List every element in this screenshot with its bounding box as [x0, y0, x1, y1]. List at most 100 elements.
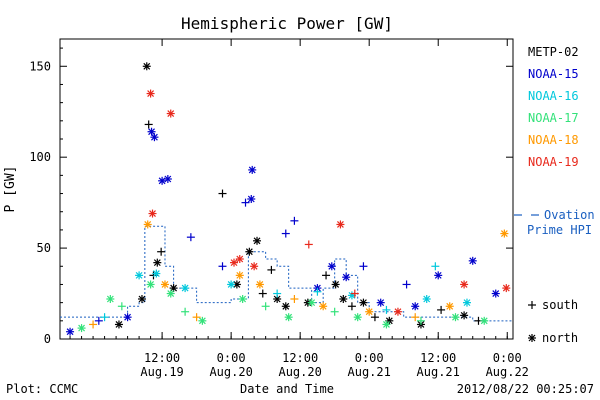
symbol-legend-label: north [542, 331, 578, 345]
data-point [290, 216, 299, 225]
data-point [166, 289, 175, 298]
data-point [166, 109, 175, 118]
legend-entry: NOAA-19 [528, 155, 579, 169]
data-point [94, 316, 103, 325]
data-point [218, 262, 227, 271]
x-tick-label-time: 0:00 [217, 351, 246, 365]
data-point [411, 302, 420, 311]
legend-entry: METP-02 [528, 45, 579, 59]
data-point [181, 284, 190, 293]
data-point [281, 302, 290, 311]
data-point [273, 289, 282, 298]
data-point [253, 236, 262, 245]
data-point [163, 175, 172, 183]
data-point [123, 313, 132, 322]
data-point [255, 280, 264, 289]
series-noaa-18 [89, 220, 509, 329]
data-point [181, 307, 190, 316]
ovation-prime-hpi-line [60, 225, 513, 322]
legend-entry: NOAA-16 [528, 89, 579, 103]
data-point [437, 305, 446, 314]
data-point [462, 298, 471, 307]
data-point [342, 273, 351, 282]
data-point [157, 247, 166, 256]
legend-entry: NOAA-18 [528, 133, 579, 147]
y-tick-label: 0 [44, 332, 51, 346]
data-point [261, 302, 270, 311]
x-tick-label-date: Aug.21 [417, 365, 460, 379]
data-point [117, 302, 126, 311]
y-axis-label: P [GW] [3, 166, 18, 213]
data-point [247, 195, 256, 203]
data-point [218, 189, 227, 198]
data-point [331, 280, 340, 289]
symbol-legend-south [528, 301, 536, 309]
x-tick-label-date: Aug.19 [140, 365, 183, 379]
data-point [460, 280, 469, 289]
data-point [382, 305, 391, 314]
x-tick-label-time: 0:00 [355, 351, 384, 365]
data-point [89, 320, 98, 329]
data-point [304, 240, 313, 249]
x-tick-label-date: Aug.22 [486, 365, 529, 379]
data-point [431, 262, 440, 271]
y-tick-label: 50 [37, 241, 51, 255]
data-point [468, 256, 477, 265]
data-point [327, 262, 336, 271]
data-point [250, 262, 259, 271]
y-tick-label: 150 [29, 59, 51, 73]
data-point [77, 324, 86, 333]
data-point [227, 280, 236, 289]
symbol-legend-label: south [542, 298, 578, 312]
data-point [365, 307, 374, 316]
data-points [66, 62, 511, 336]
data-point [153, 258, 162, 267]
data-point [146, 280, 155, 289]
data-point [258, 289, 267, 298]
x-tick-label-time: 12:00 [282, 351, 318, 365]
data-point [235, 271, 244, 280]
data-point [135, 271, 144, 280]
data-point [445, 302, 454, 311]
data-point [158, 176, 167, 185]
data-point [186, 233, 195, 242]
plot-timestamp: 2012/08/22 00:25:07 [457, 382, 594, 396]
series-noaa-16 [100, 262, 471, 322]
data-point [322, 271, 331, 280]
data-point [502, 284, 511, 293]
data-point [148, 209, 157, 218]
data-point [284, 313, 293, 322]
data-point [267, 265, 276, 274]
symbol-legend-north [528, 334, 536, 342]
data-point [393, 307, 402, 316]
data-point [198, 316, 207, 325]
data-point [150, 133, 159, 142]
axes: 05010015012:00Aug.190:00Aug.2012:00Aug.2… [29, 39, 529, 379]
data-point [307, 298, 316, 307]
data-point [330, 307, 339, 316]
data-point [353, 313, 362, 322]
data-point [402, 280, 411, 289]
data-point [248, 165, 257, 174]
ovation-legend-label-1: Ovation [544, 208, 595, 222]
x-tick-label-date: Aug.20 [209, 365, 252, 379]
data-point [339, 295, 348, 303]
data-point [66, 327, 75, 336]
data-point [146, 89, 155, 98]
chart-title: Hemispheric Power [GW] [181, 14, 393, 33]
data-point [100, 313, 109, 322]
x-tick-label-date: Aug.20 [278, 365, 321, 379]
series-noaa-15 [66, 127, 500, 336]
series-noaa-17 [77, 280, 489, 333]
data-point [382, 320, 391, 329]
data-point [114, 320, 123, 329]
plot-credit: Plot: CCMC [6, 382, 78, 396]
data-point [241, 198, 250, 207]
x-tick-label-time: 0:00 [493, 351, 522, 365]
x-tick-label-time: 12:00 [420, 351, 456, 365]
data-point [238, 295, 247, 303]
ovation-layer [60, 225, 513, 322]
plot-frame [59, 38, 514, 340]
data-point [192, 313, 201, 322]
data-point [347, 302, 356, 311]
